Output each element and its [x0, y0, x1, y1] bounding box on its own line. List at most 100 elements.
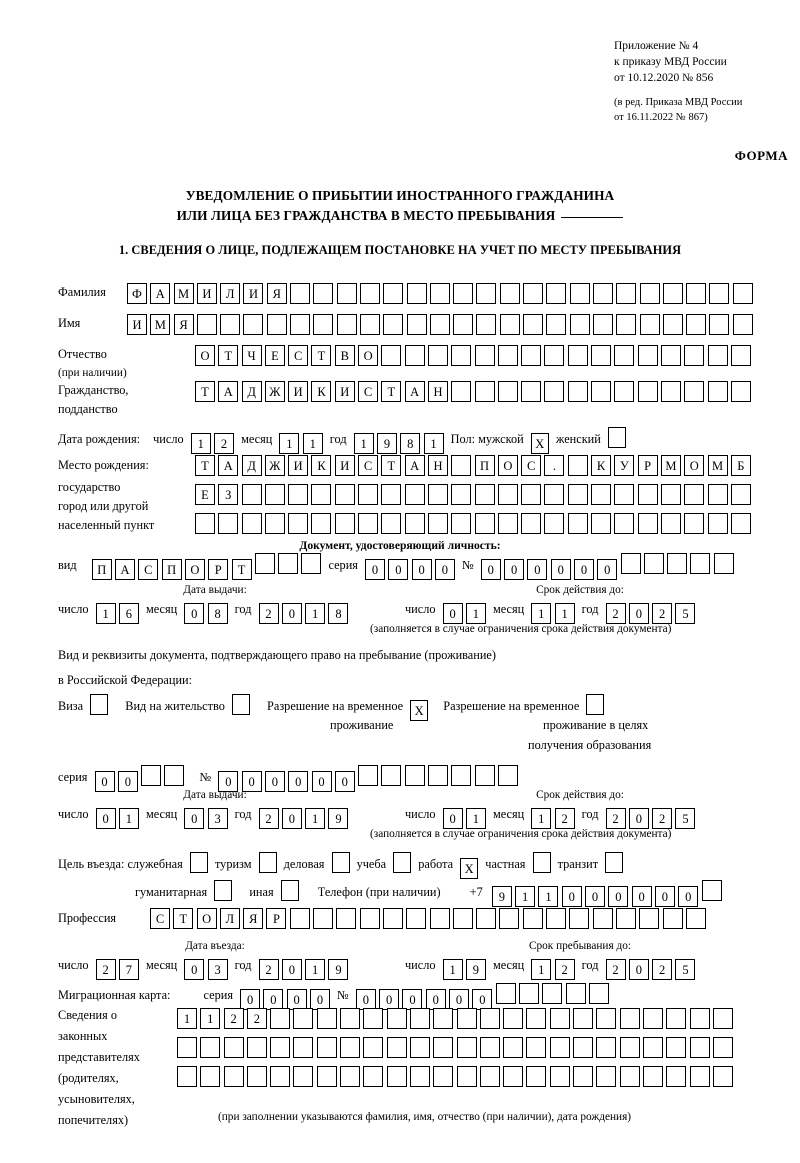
char-box[interactable]	[451, 345, 472, 366]
char-box[interactable]	[521, 484, 542, 505]
char-box[interactable]	[684, 513, 705, 534]
char-box[interactable]	[334, 484, 355, 505]
char-box[interactable]	[573, 1037, 594, 1058]
char-box[interactable]	[549, 1066, 570, 1087]
char-box[interactable]	[241, 484, 262, 505]
char-box[interactable]	[526, 1066, 547, 1087]
char-box[interactable]: 0	[281, 603, 302, 624]
char-box[interactable]	[615, 908, 636, 929]
char-box[interactable]: Л	[220, 283, 241, 304]
char-box[interactable]	[567, 513, 588, 534]
char-box[interactable]	[523, 314, 544, 335]
char-box[interactable]	[427, 765, 448, 786]
char-box[interactable]: 9	[491, 886, 512, 907]
char-box[interactable]	[639, 314, 660, 335]
char-box[interactable]	[386, 1037, 407, 1058]
char-box[interactable]	[409, 1066, 430, 1087]
char-box[interactable]	[592, 314, 613, 335]
char-box[interactable]	[591, 484, 612, 505]
char-box[interactable]	[429, 283, 450, 304]
char-box[interactable]	[497, 345, 518, 366]
char-box[interactable]: 0	[442, 808, 463, 829]
char-box[interactable]: 0	[504, 559, 525, 580]
char-box[interactable]	[246, 1066, 267, 1087]
char-box[interactable]	[311, 513, 332, 534]
char-box[interactable]: Р	[208, 559, 229, 580]
char-box[interactable]: 9	[328, 959, 349, 980]
char-box[interactable]	[497, 381, 518, 402]
char-box[interactable]	[429, 908, 450, 929]
char-box[interactable]: 0	[388, 559, 409, 580]
char-box[interactable]: И	[334, 381, 355, 402]
char-box[interactable]	[707, 345, 728, 366]
char-box[interactable]	[316, 1008, 337, 1029]
char-box[interactable]	[381, 513, 402, 534]
char-box[interactable]: 2	[214, 433, 234, 454]
char-box[interactable]	[141, 765, 162, 786]
char-box[interactable]: 1	[95, 603, 116, 624]
char-box[interactable]	[241, 513, 262, 534]
char-box[interactable]: 0	[628, 603, 649, 624]
char-box[interactable]: 2	[258, 808, 279, 829]
char-box[interactable]: 0	[654, 886, 675, 907]
char-box[interactable]	[689, 1008, 710, 1029]
char-box[interactable]: 2	[652, 808, 673, 829]
char-box[interactable]: У	[614, 455, 635, 476]
char-box[interactable]	[409, 1008, 430, 1029]
char-box[interactable]: 1	[305, 603, 326, 624]
char-box[interactable]	[642, 1037, 663, 1058]
char-box[interactable]: Т	[173, 908, 194, 929]
char-box[interactable]	[591, 345, 612, 366]
char-box[interactable]: 5	[675, 808, 696, 829]
char-box[interactable]: 2	[652, 603, 673, 624]
char-box[interactable]	[499, 314, 520, 335]
char-box[interactable]	[569, 908, 590, 929]
char-box[interactable]: С	[138, 559, 159, 580]
char-box[interactable]: 0	[472, 989, 493, 1010]
char-box[interactable]	[596, 1037, 617, 1058]
char-box[interactable]: О	[195, 345, 215, 366]
char-box[interactable]	[709, 283, 730, 304]
char-box[interactable]	[690, 553, 711, 574]
char-box[interactable]	[278, 553, 299, 574]
char-box[interactable]: 1	[118, 808, 139, 829]
char-box[interactable]: 9	[465, 959, 486, 980]
char-box[interactable]: М	[660, 455, 681, 476]
char-box[interactable]	[382, 908, 403, 929]
char-box[interactable]	[311, 484, 332, 505]
char-box[interactable]: 1	[538, 886, 559, 907]
char-box[interactable]	[386, 1008, 407, 1029]
char-box[interactable]	[427, 345, 448, 366]
char-box[interactable]: О	[196, 908, 217, 929]
char-box[interactable]	[637, 345, 658, 366]
char-box[interactable]: Я	[243, 908, 264, 929]
char-box[interactable]	[685, 908, 706, 929]
char-box[interactable]: 1	[302, 433, 323, 454]
char-box[interactable]	[689, 1037, 710, 1058]
char-box[interactable]	[518, 983, 539, 1004]
char-box[interactable]	[565, 983, 586, 1004]
birthplace-boxes-row-3[interactable]	[195, 513, 751, 534]
char-box[interactable]	[451, 513, 472, 534]
char-box[interactable]: Я	[173, 314, 194, 335]
char-box[interactable]	[686, 283, 707, 304]
char-box[interactable]: Р	[266, 908, 287, 929]
char-box[interactable]: П	[474, 455, 495, 476]
char-box[interactable]	[544, 345, 565, 366]
char-box[interactable]	[732, 314, 753, 335]
char-box[interactable]: 0	[184, 808, 205, 829]
char-box[interactable]	[523, 283, 544, 304]
char-box[interactable]: А	[404, 381, 425, 402]
char-box[interactable]	[549, 1008, 570, 1029]
char-box[interactable]	[592, 908, 613, 929]
